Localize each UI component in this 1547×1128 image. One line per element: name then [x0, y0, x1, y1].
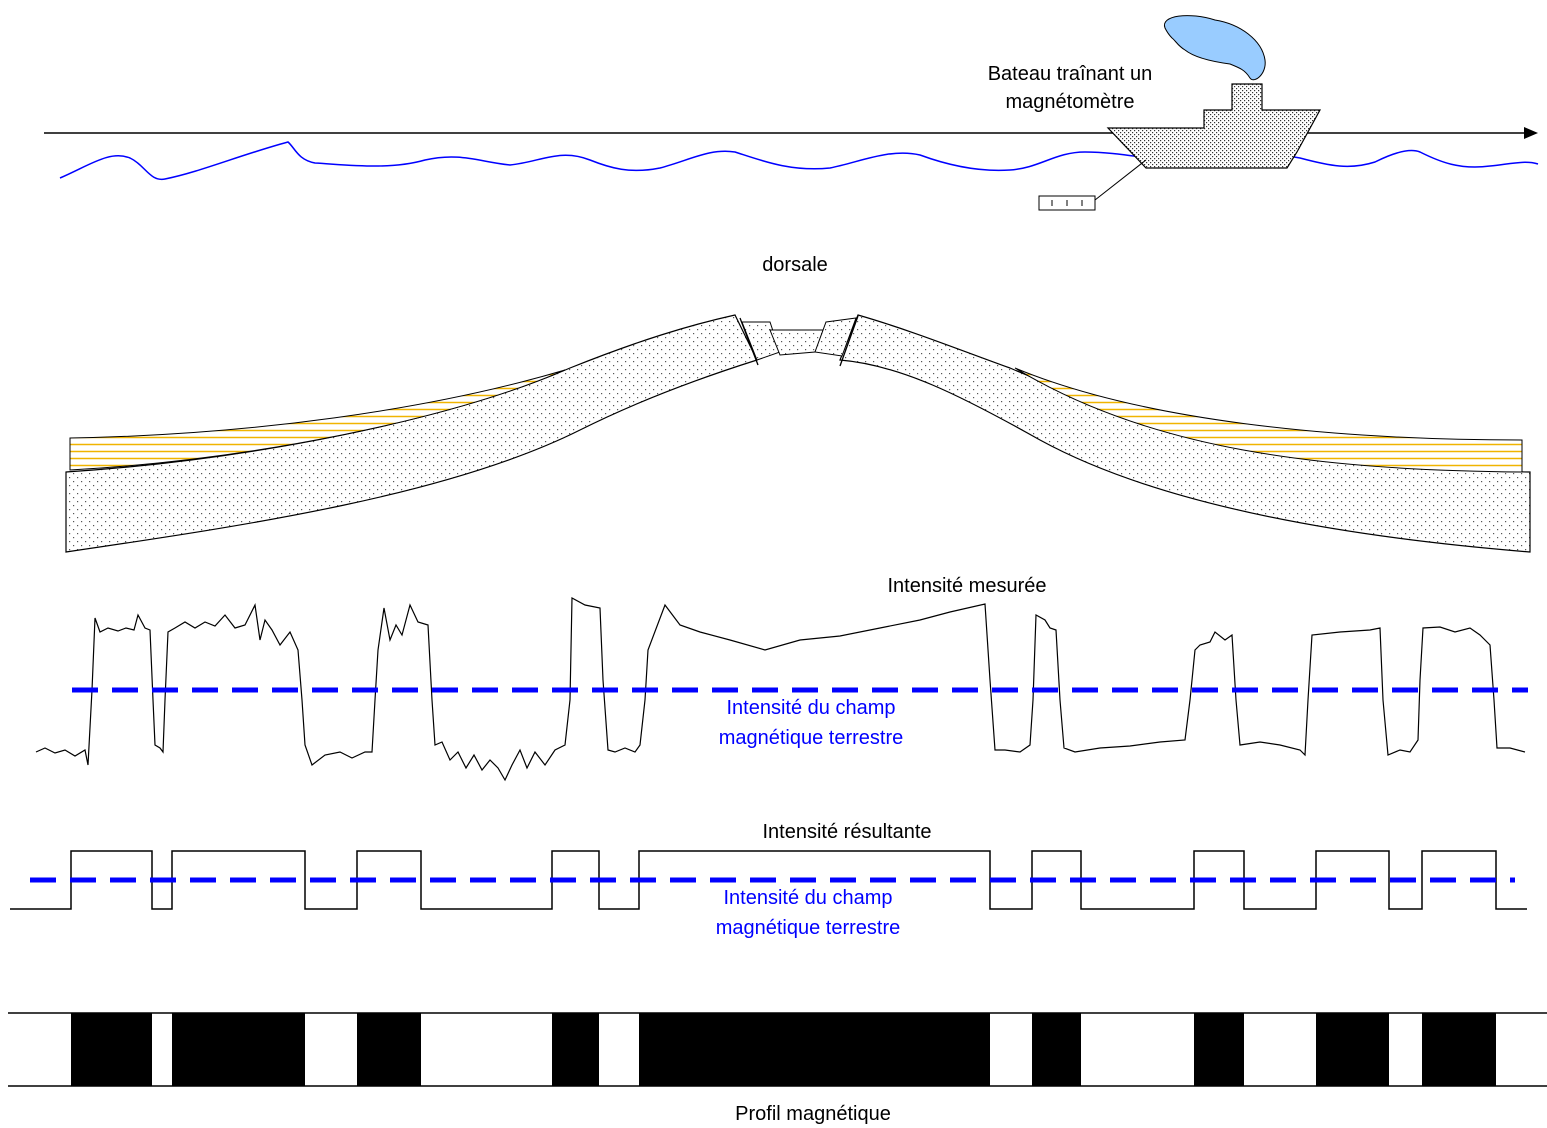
survey-section: Bateau traînant un magnétomètre [44, 15, 1539, 211]
arrow-head-icon [1524, 127, 1538, 139]
right-sediment [1014, 367, 1523, 473]
normal-polarity-band-5 [639, 1013, 990, 1086]
axial-block-right [814, 317, 857, 357]
measured-intensity-section: Intensité mesurée Intensité du champ mag… [35, 575, 1528, 782]
left-crust-slab [65, 314, 758, 553]
resultant-intensity-section: Intensité résultante Intensité du champ … [10, 821, 1527, 939]
ridge-label: dorsale [762, 254, 828, 276]
normal-polarity-band-7 [1194, 1013, 1244, 1086]
field-label-line1: Intensité du champ [727, 697, 896, 719]
ship-label-line2: magnétomètre [1006, 91, 1135, 113]
tow-cable [1094, 159, 1147, 201]
measured-intensity-curve [35, 597, 1526, 782]
rift-fault-left [739, 317, 759, 366]
profile-label: Profil magnétique [735, 1103, 891, 1125]
sea-surface [59, 141, 1539, 180]
magnetic-profile-section: Profil magnétique [8, 1012, 1547, 1125]
left-sediment [69, 369, 566, 471]
resultant-label: Intensité résultante [763, 821, 932, 843]
profile-bands [71, 1013, 1496, 1086]
normal-polarity-band-8 [1316, 1013, 1389, 1086]
rift-fault-right [839, 315, 859, 367]
normal-polarity-band-1 [71, 1013, 152, 1086]
ridge-cross-section: dorsale [65, 254, 1531, 553]
normal-polarity-band-6 [1032, 1013, 1081, 1086]
resultant-square-wave [10, 850, 1527, 910]
normal-polarity-band-9 [1422, 1013, 1496, 1086]
field-label-line2: magnétique terrestre [719, 727, 904, 749]
magnetometer-icon [1038, 195, 1096, 211]
field2-label-line1: Intensité du champ [724, 887, 893, 909]
measured-label: Intensité mesurée [888, 575, 1047, 597]
ship-label-line1: Bateau traînant un [988, 63, 1153, 85]
normal-polarity-band-3 [357, 1013, 421, 1086]
field2-label-line2: magnétique terrestre [716, 917, 901, 939]
smoke-icon [1164, 15, 1266, 81]
ship-icon [1106, 83, 1322, 169]
normal-polarity-band-2 [172, 1013, 305, 1086]
normal-polarity-band-4 [552, 1013, 599, 1086]
